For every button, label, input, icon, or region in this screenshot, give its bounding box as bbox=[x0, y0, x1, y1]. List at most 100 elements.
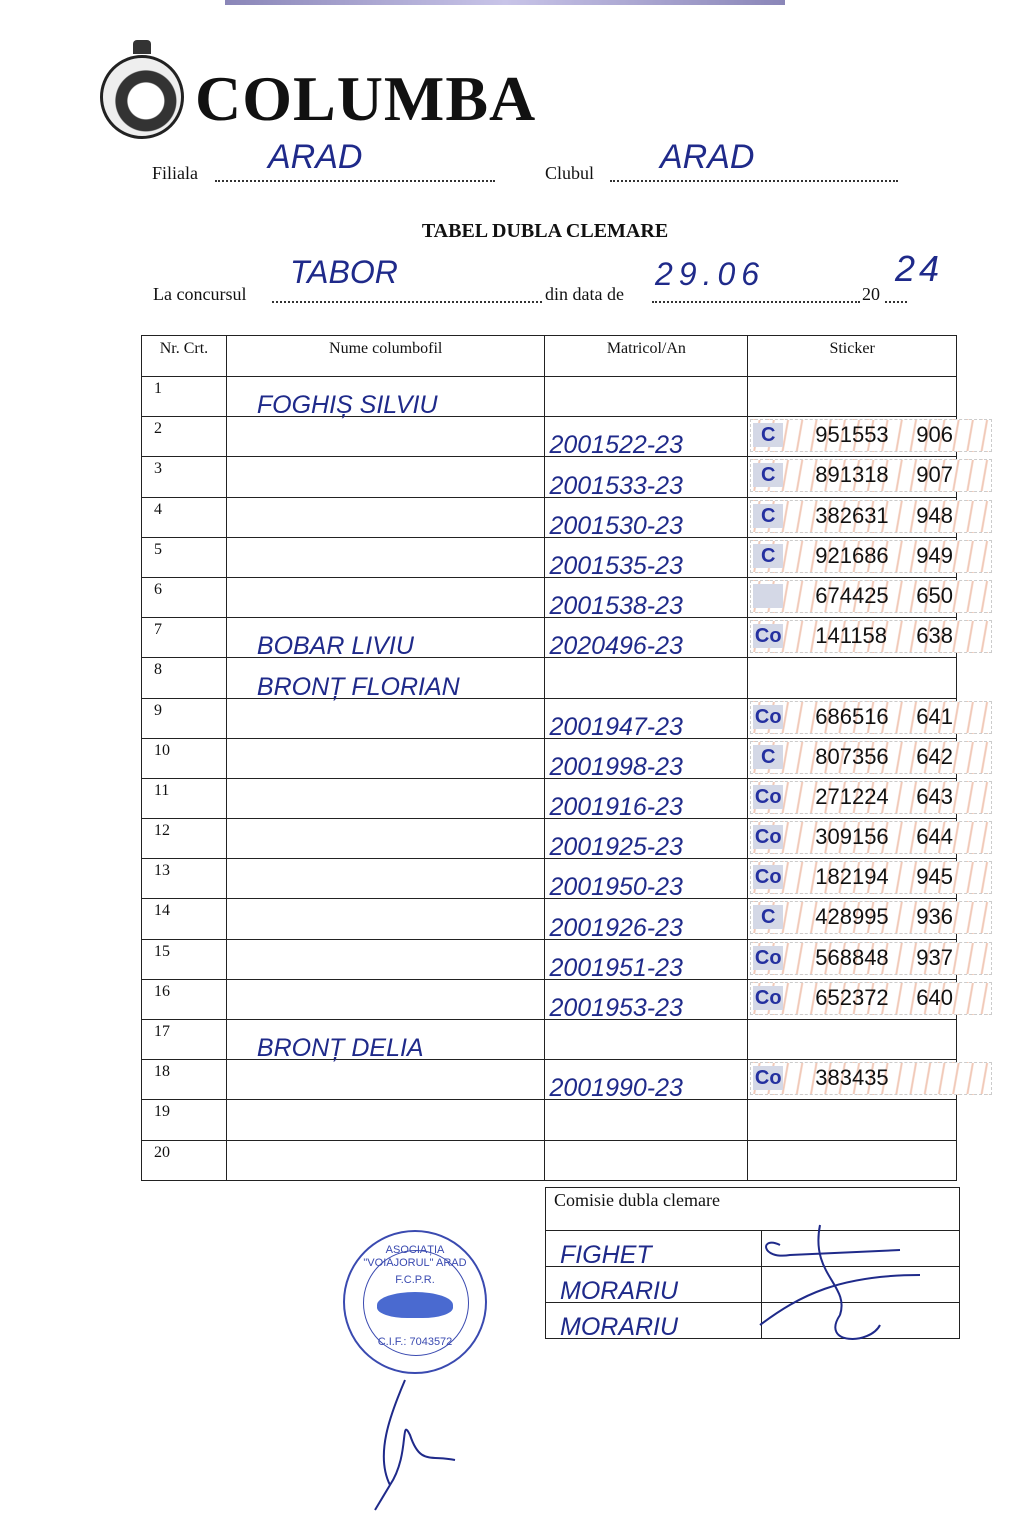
matricol-value: 2001951-23 bbox=[549, 953, 683, 982]
sticker-suffix: 638 bbox=[916, 623, 953, 649]
sticker-number: 141158 bbox=[815, 623, 888, 649]
matricol-value: 2001953-23 bbox=[549, 994, 683, 1022]
stamp-middle-text: F.C.P.R. bbox=[395, 1274, 435, 1286]
scan-edge bbox=[225, 0, 785, 5]
table-row: 20 bbox=[141, 1139, 957, 1181]
filiala-label: Filiala bbox=[152, 163, 198, 183]
matricol-cell: 2001522-23 bbox=[544, 416, 749, 460]
sticker-cell bbox=[747, 1099, 957, 1141]
sticker-suffix: 644 bbox=[916, 824, 953, 850]
name-cell bbox=[225, 978, 546, 1021]
sticker-cell: Co 141158 638 bbox=[747, 617, 993, 659]
filiala-value: ARAD bbox=[268, 138, 363, 176]
sticker-label: C 382631 948 bbox=[750, 499, 993, 533]
matricol-value: 2001530-23 bbox=[549, 511, 683, 540]
col-header-sticker: Sticker bbox=[747, 335, 957, 377]
row-number: 18 bbox=[141, 1059, 227, 1101]
clubul-field[interactable] bbox=[610, 180, 898, 182]
sticker-number: 891318 bbox=[815, 462, 889, 488]
contest-label: La concursul bbox=[153, 284, 247, 304]
commission-signatures bbox=[759, 1224, 921, 1340]
matricol-cell: 2001998-23 bbox=[544, 737, 749, 781]
sticker-suffix: 907 bbox=[916, 462, 953, 488]
matricol-cell: 2001990-23 bbox=[544, 1059, 749, 1102]
row-number: 2 bbox=[141, 416, 227, 458]
row-number: 19 bbox=[141, 1099, 227, 1141]
sticker-label: 674425 650 bbox=[750, 579, 993, 613]
sticker-label: C 807356 642 bbox=[750, 740, 993, 774]
name-cell: BOBAR LIVIU bbox=[225, 617, 546, 661]
year-value: 24 bbox=[895, 248, 944, 289]
sticker-suffix: 937 bbox=[916, 944, 953, 970]
row-number: 1 bbox=[141, 375, 227, 418]
clubul-value: ARAD bbox=[660, 138, 755, 176]
president-signature bbox=[374, 1379, 456, 1511]
matricol-value: 2001535-23 bbox=[549, 551, 683, 580]
contest-field[interactable] bbox=[272, 301, 542, 303]
name-cell: BRONȚ DELIA bbox=[225, 1018, 546, 1062]
columba-logo bbox=[100, 55, 184, 139]
name-cell: FOGHIȘ SILVIU bbox=[225, 375, 546, 420]
sticker-number: 182194 bbox=[815, 864, 889, 890]
sticker-suffix: 641 bbox=[916, 703, 953, 729]
date-field[interactable] bbox=[652, 301, 860, 303]
name-cell bbox=[225, 496, 546, 538]
name-cell bbox=[225, 416, 546, 458]
sticker-cell: C 428995 936 bbox=[747, 898, 993, 940]
matricol-value: 2001925-23 bbox=[549, 833, 683, 862]
name-cell bbox=[225, 818, 546, 860]
sticker-number: 271224 bbox=[815, 783, 889, 809]
matricol-cell: 2001530-23 bbox=[544, 496, 749, 540]
matricol-cell: 2001951-23 bbox=[544, 938, 749, 982]
col-header-matricol: Matricol/An bbox=[544, 335, 749, 377]
breeder-name: FOGHIȘ SILVIU bbox=[256, 391, 438, 420]
sticker-cell: C 921686 949 bbox=[747, 536, 993, 578]
sticker-number: 951553 bbox=[815, 422, 889, 448]
sticker-cell: C 807356 642 bbox=[747, 737, 993, 779]
commission-member-2: MORARIU bbox=[560, 1277, 679, 1305]
signature-3 bbox=[761, 1302, 960, 1339]
name-cell bbox=[225, 1139, 546, 1181]
matricol-value: 2001950-23 bbox=[549, 873, 683, 902]
matricol-value: 2001533-23 bbox=[549, 471, 683, 500]
name-cell bbox=[225, 576, 546, 619]
sticker-suffix: 945 bbox=[916, 864, 953, 890]
sticker-number: 807356 bbox=[815, 743, 889, 769]
sticker-prefix: Co bbox=[753, 825, 784, 850]
row-number: 3 bbox=[141, 456, 227, 498]
matricol-value: 2001522-23 bbox=[549, 431, 683, 460]
name-cell bbox=[225, 938, 546, 980]
table-row: 13 2001950-23 Co 182194 945 bbox=[141, 858, 993, 902]
table-row: 8 BRONȚ FLORIAN bbox=[141, 657, 957, 701]
sticker-cell: C 891318 907 bbox=[747, 456, 993, 498]
table-row: 14 2001926-23 C 428995 936 bbox=[141, 898, 993, 942]
col-header-nr: Nr. Crt. bbox=[141, 335, 227, 377]
commission-title: Comisie dubla clemare bbox=[545, 1187, 960, 1231]
year-field[interactable] bbox=[885, 301, 907, 303]
sticker-cell bbox=[747, 1139, 957, 1181]
sticker-number: 652372 bbox=[815, 984, 889, 1010]
matricol-cell: 2001535-23 bbox=[544, 536, 749, 580]
date-value: 29.06 bbox=[655, 256, 766, 292]
sticker-prefix: Co bbox=[753, 945, 784, 970]
sticker-prefix: C bbox=[753, 503, 784, 528]
table-row: 3 2001533-23 C 891318 907 bbox=[141, 456, 993, 500]
row-number: 7 bbox=[141, 617, 227, 659]
sticker-number: 383435 bbox=[815, 1065, 889, 1091]
table-row: 6 2001538-23 674425 650 bbox=[141, 576, 993, 620]
breeder-name: BRONȚ FLORIAN bbox=[256, 672, 460, 701]
row-number: 14 bbox=[141, 898, 227, 940]
table-row: 16 2001953-23 Co 652372 640 bbox=[141, 978, 993, 1022]
matricol-cell: 2001538-23 bbox=[544, 576, 749, 620]
sticker-prefix: Co bbox=[753, 865, 784, 890]
sticker-cell: Co 652372 640 bbox=[747, 978, 993, 1021]
filiala-field[interactable] bbox=[215, 180, 495, 182]
matricol-cell: 2001916-23 bbox=[544, 777, 749, 821]
breeder-name: BOBAR LIVIU bbox=[256, 632, 414, 661]
stamp-bottom-text: C.I.F.: 7043572 bbox=[377, 1336, 453, 1348]
sticker-cell: Co 271224 643 bbox=[747, 777, 993, 820]
sticker-cell: Co 568848 937 bbox=[747, 938, 993, 980]
sticker-suffix: 948 bbox=[916, 502, 953, 528]
sticker-cell: Co 182194 945 bbox=[747, 858, 993, 900]
col-header-name: Nume columbofil bbox=[225, 335, 546, 377]
